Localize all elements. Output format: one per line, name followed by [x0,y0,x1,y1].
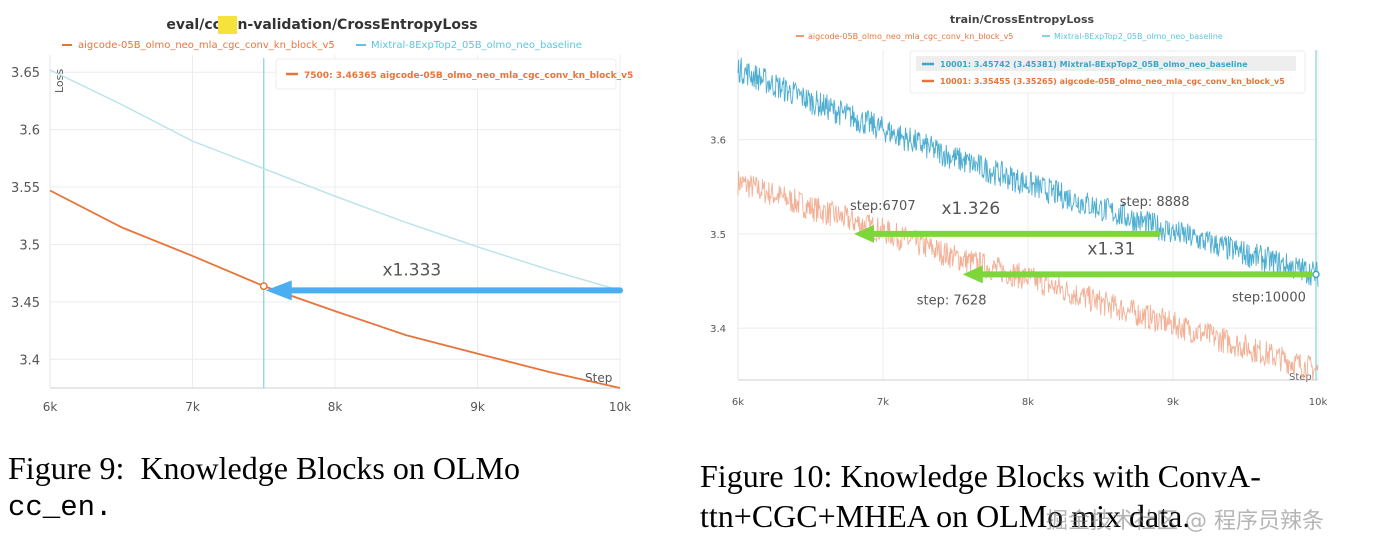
chart2-x-label: Step [1289,372,1312,383]
chart1-tooltip: 7500: 3.46365 aigcode-05B_olmo_neo_mla_c… [275,58,633,90]
chart1-x-tick-label: 10k [609,400,631,414]
figure10-caption-line2: ttn+CGC+MHEA on OLMo mix data. [700,498,1191,534]
chart2-x-tick-label: 6k [732,397,744,408]
svg-text:7500: 3.46365 aigcode-05B_olmo: 7500: 3.46365 aigcode-05B_olmo_neo_mla_c… [304,71,633,81]
chart1-y-label: Loss [53,69,66,93]
chart-train-loss: train/CrossEntropyLoss aigcode-05B_olmo_… [710,13,1328,408]
chart1-legend[interactable]: aigcode-05B_olmo_neo_mla_cgc_conv_kn_blo… [62,40,582,51]
chart2-x-tick-label: 10k [1309,397,1328,408]
chart1-arrow-head [265,280,292,301]
chart2-series-line-0 [737,171,1319,381]
chart2-y-ticks: 3.4 3.5 3.6 [710,136,726,336]
chart2-x-tick-label: 7k [877,397,889,408]
chart1-series-line-1 [49,69,621,292]
figure9-caption-line1: Figure 9: Knowledge Blocks on OLMo [8,450,520,486]
chart2-hover-point [1312,270,1320,279]
chart1-y-tick-label: 3.65 [11,66,40,81]
chart2-arrow-start-label-1: step:10000 [1232,290,1306,305]
chart2-gridlines [737,50,1319,380]
chart1-tooltip-name: aigcode-05B_olmo_neo_mla_cgc_conv_kn_blo… [380,71,633,81]
chart1-legend-label-1: Mixtral-8ExpTop2_05B_olmo_neo_baseline [371,40,582,51]
chart1-title: eval/cc_en-validation/CrossEntropyLoss [166,17,477,33]
chart1-legend-label-0: aigcode-05B_olmo_neo_mla_cgc_conv_kn_blo… [78,40,335,51]
chart1-speedup-arrow [265,280,623,301]
chart2-y-tick-label: 3.4 [710,324,726,335]
chart1-y-tick-label: 3.45 [11,296,40,311]
figure10-caption-line1: Figure 10: Knowledge Blocks with ConvA- [700,458,1261,494]
chart1-y-tick-label: 3.4 [19,353,40,368]
chart2-arrow-label-0: x1.326 [942,199,1001,219]
chart2-legend-label-0: aigcode-05B_olmo_neo_mla_cgc_conv_kn_blo… [808,32,1013,41]
chart2-arrow-1-head [962,265,983,284]
chart1-x-ticks: 6k 7k 8k 9k 10k [43,400,631,414]
chart1-tooltip-value: 3.46365 [336,71,377,81]
chart1-series-line-0 [49,189,621,389]
chart2-x-tick-label: 8k [1022,397,1034,408]
chart2-hover-legend: 10001: 3.45742 (3.45381) Mixtral-8ExpTop… [909,50,1306,94]
chart1-x-tick-label: 6k [43,400,58,414]
chart2-hover-row-1: 10001: 3.35455 (3.35265) aigcode-05B_olm… [940,77,1285,86]
figure9-caption-line2: cc_en. [8,491,113,524]
chart2-y-tick-label: 3.6 [710,136,726,147]
chart2-arrow-label-1: x1.31 [1087,239,1135,259]
chart2-speedup-arrows: x1.326 step: 8888 step:6707 x1.31 step:10000… [850,195,1313,308]
chart1-y-tick-label: 3.6 [19,124,40,139]
chart1-y-tick-label: 3.5 [19,238,40,253]
chart2-legend-label-1: Mixtral-8ExpTop2_05B_olmo_neo_baseline [1054,32,1223,41]
chart-eval-loss: eval/cc_en-validation/CrossEntropyLoss a… [11,16,633,414]
chart2-hover-row-0: 10001: 3.45742 (3.45381) Mixtral-8ExpTop… [940,60,1248,69]
watermark: 掘金技术社区 @ 程序员辣条 [1046,509,1324,534]
chart2-arrow-0-head [854,224,874,243]
chart2-arrow-end-label-0: step:6707 [850,199,916,214]
chart1-x-tick-label: 8k [328,400,343,414]
chart1-gridlines [49,55,621,388]
chart2-title: train/CrossEntropyLoss [950,13,1095,26]
chart1-arrow-label: x1.333 [383,260,442,280]
chart1-title-suffix: _en-validation/CrossEntropyLoss [221,17,478,33]
chart2-legend[interactable]: aigcode-05B_olmo_neo_mla_cgc_conv_kn_blo… [796,32,1223,41]
chart1-title-highlight-bg [218,16,237,34]
chart2-y-tick-label: 3.5 [710,230,726,241]
chart2-series-line-1 [737,57,1319,287]
chart2-arrow-start-label-0: step: 8888 [1120,195,1190,210]
chart1-y-tick-label: 3.55 [11,181,40,196]
chart1-tooltip-step: 7500 [304,71,329,81]
chart1-x-tick-label: 7k [185,400,200,414]
figure10-caption: Figure 10: Knowledge Blocks with ConvA- … [700,456,1374,536]
chart1-y-ticks: 3.4 3.45 3.5 3.55 3.6 3.65 [11,66,40,368]
chart2-series [737,57,1320,381]
chart1-title-prefix: eval/ [166,17,205,33]
chart1-title-highlight: cc [204,17,221,33]
chart2-x-ticks: 6k 7k 8k 9k 10k [732,397,1328,408]
chart2-arrow-end-label-1: step: 7628 [917,293,987,308]
figure9-caption: Figure 9: Knowledge Blocks on OLMo cc_en… [8,448,648,528]
chart1-series [49,69,621,389]
chart2-x-tick-label: 9k [1167,397,1179,408]
chart1-x-tick-label: 9k [470,400,485,414]
chart1-hover-point [259,282,268,291]
